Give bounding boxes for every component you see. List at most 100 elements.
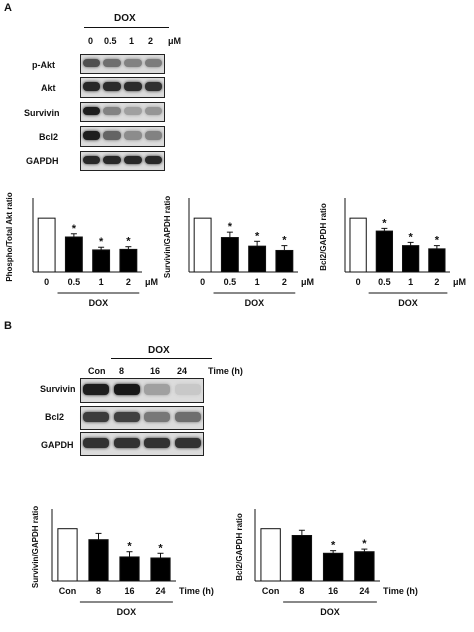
- bar: [88, 539, 109, 582]
- blot-band: [144, 131, 163, 140]
- panel-b-lane-label: 8: [119, 366, 125, 376]
- panel-b-treatment-bracket: [111, 358, 212, 359]
- x-tick-label: 0: [356, 277, 361, 287]
- x-tick-label: 0: [200, 277, 205, 287]
- bar: [193, 217, 212, 273]
- blot-band: [113, 438, 140, 448]
- x-axis-label: DOX: [89, 298, 109, 308]
- blot-band: [174, 412, 201, 422]
- blot-band: [144, 438, 171, 448]
- significance-star: *: [408, 231, 413, 243]
- panel-b-lane-label: 16: [150, 366, 161, 376]
- x-tick-label: 2: [434, 277, 439, 287]
- blot-b-gapdh: [80, 432, 204, 456]
- y-axis-label: Bcl2/GAPDH ratio: [319, 203, 328, 271]
- blot-b-survivin: [80, 378, 204, 403]
- significance-star: *: [72, 223, 77, 235]
- blot-band: [144, 384, 171, 395]
- bar: [220, 237, 239, 273]
- x-tick-label: 24: [359, 586, 369, 596]
- y-axis-label: Survivin/GAPDH ratio: [163, 196, 172, 278]
- significance-star: *: [435, 235, 440, 247]
- x-axis-label: DOX: [245, 298, 265, 308]
- blot-band: [103, 106, 121, 116]
- blot-band: [144, 106, 163, 116]
- x-tick-label: 8: [96, 586, 101, 596]
- panel-a-treatment-label: DOX: [114, 13, 136, 24]
- blot-band: [103, 155, 121, 165]
- blot-bcl2: [80, 126, 165, 147]
- panel-b-label: B: [4, 320, 12, 332]
- x-tick-label: 0.5: [378, 277, 391, 287]
- chart-a-phospho-akt: Phospho/Total Akt ratio 0 * 0.5 * 1 * 2 μM DOX: [5, 192, 158, 308]
- panel-a-treatment-bracket: [84, 27, 169, 28]
- panel-b-treatment-label: DOX: [148, 345, 170, 356]
- blot-row-label: Bcl2: [39, 132, 59, 142]
- significance-star: *: [255, 230, 260, 242]
- bar: [322, 552, 344, 582]
- significance-star: *: [382, 217, 387, 229]
- bar: [354, 551, 375, 582]
- blot-row-label: GAPDH: [26, 156, 59, 166]
- blot-band: [124, 106, 142, 116]
- x-axis-label: DOX: [320, 607, 340, 617]
- blot-band: [174, 438, 201, 448]
- bar: [119, 556, 140, 582]
- blot-band: [103, 58, 121, 68]
- x-tick-label: 2: [126, 277, 131, 287]
- x-tick-label: 8: [299, 586, 304, 596]
- blot-survivin: [80, 102, 165, 122]
- blot-row-label: Akt: [41, 83, 56, 93]
- x-unit-label: μM: [453, 277, 466, 287]
- y-axis-label: Survivin/GAPDH ratio: [31, 506, 40, 588]
- x-tick-label: 16: [328, 586, 338, 596]
- significance-star: *: [228, 221, 233, 233]
- significance-star: *: [331, 540, 336, 552]
- bar: [375, 230, 394, 273]
- x-axis-label: DOX: [398, 298, 418, 308]
- x-unit-label: μM: [301, 277, 314, 287]
- x-unit-label: Time (h): [179, 586, 214, 596]
- bar: [349, 217, 367, 273]
- blot-band: [83, 438, 110, 448]
- bar: [401, 245, 420, 273]
- x-tick-label: 0.5: [68, 277, 81, 287]
- x-tick-label: 0: [44, 277, 49, 287]
- panel-a-lane-label: 2: [148, 36, 154, 46]
- x-tick-label: 1: [408, 277, 413, 287]
- blot-band: [144, 155, 163, 165]
- x-tick-label: Con: [262, 586, 280, 596]
- x-tick-label: 1: [255, 277, 260, 287]
- y-axis-label: Bcl2/GAPDH ratio: [235, 513, 244, 581]
- blot-band: [83, 412, 110, 422]
- blot-band: [113, 384, 140, 395]
- chart-a-bcl2: Bcl2/GAPDH ratio 0 * 0.5 * 1 * 2 μM DOX: [319, 198, 466, 308]
- panel-a-lane-label: 0.5: [104, 36, 117, 46]
- bar: [260, 528, 281, 582]
- significance-star: *: [362, 538, 367, 550]
- x-tick-label: 24: [155, 586, 165, 596]
- panel-a-unit-label: μM: [168, 36, 182, 46]
- bar: [248, 245, 267, 273]
- significance-star: *: [158, 542, 163, 554]
- blot-band: [174, 384, 201, 395]
- bar: [291, 534, 313, 582]
- bar: [275, 249, 294, 273]
- bar: [64, 236, 83, 273]
- blot-band: [113, 412, 140, 422]
- blot-band: [124, 131, 142, 140]
- blot-band: [82, 131, 101, 140]
- blot-band: [103, 131, 121, 140]
- bar: [92, 249, 111, 273]
- blot-gapdh: [80, 151, 165, 171]
- blot-row-label: p-Akt: [32, 60, 55, 70]
- blot-b-bcl2: [80, 406, 204, 430]
- blot-band: [103, 82, 121, 91]
- panel-b-lane-label: 24: [177, 366, 188, 376]
- bar: [37, 217, 56, 273]
- bar: [119, 248, 138, 273]
- blot-akt: [80, 77, 165, 98]
- panel-a-lane-label: 1: [129, 36, 135, 46]
- significance-star: *: [282, 235, 287, 247]
- blot-band: [82, 155, 101, 165]
